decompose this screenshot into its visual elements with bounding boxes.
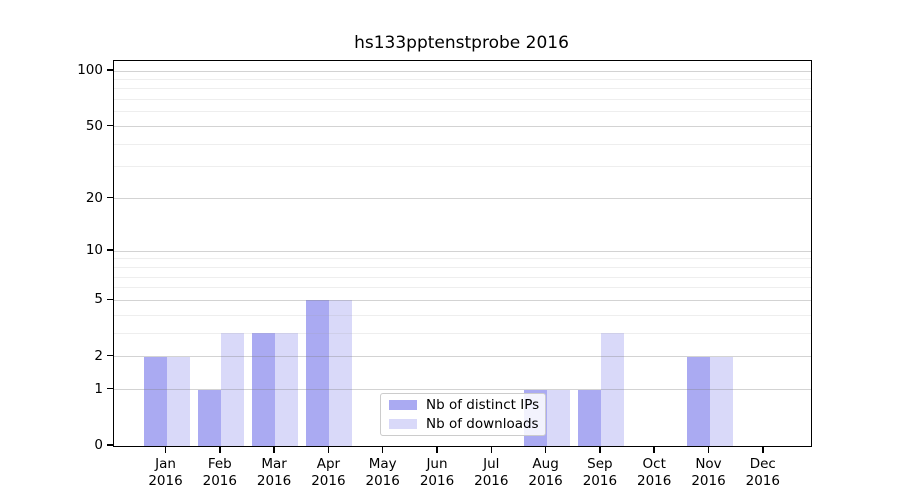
y-tick-label-50: 50: [85, 117, 103, 134]
y-tick-label-0: 0: [94, 437, 103, 453]
y-gridline-minor-80: [114, 88, 811, 90]
y-gridline-major-100: [114, 70, 811, 72]
y-gridline-minor-9: [114, 258, 811, 260]
bar-nov-distinct-ips: [686, 356, 710, 446]
x-tick-mark-jun: [436, 446, 438, 453]
x-tick-mark-feb: [219, 446, 221, 453]
y-gridline-minor-40: [114, 143, 811, 145]
bar-mar-distinct-ips: [252, 333, 276, 446]
x-tick-label-feb: Feb 2016: [202, 456, 237, 489]
x-tick-mark-aug: [544, 446, 547, 453]
y-gridline-major-5: [114, 299, 811, 301]
x-tick-label-dec: Dec 2016: [745, 456, 780, 489]
y-gridline-major-2: [114, 356, 811, 358]
y-gridline-major-10: [114, 250, 811, 252]
x-tick-mark-jul: [490, 446, 493, 453]
x-tick-mark-dec: [762, 446, 764, 453]
legend-item-distinct-ips: Nb of distinct IPs: [389, 397, 540, 413]
bar-apr-downloads: [329, 300, 353, 446]
x-tick-mark-oct: [653, 446, 655, 453]
y-gridline-minor-7: [114, 276, 811, 278]
bar-jan-distinct-ips: [143, 356, 167, 446]
x-tick-label-mar: Mar 2016: [256, 456, 292, 489]
y-gridline-minor-60: [114, 111, 811, 113]
y-gridline-major-20: [114, 198, 811, 200]
legend-item-downloads: Nb of downloads: [389, 416, 539, 432]
bar-feb-distinct-ips: [197, 389, 221, 446]
y-tick-label-2: 2: [94, 347, 103, 364]
x-tick-label-jan: Jan 2016: [148, 456, 183, 489]
y-tick-mark-10: [106, 249, 113, 251]
x-tick-mark-nov: [707, 446, 710, 453]
bar-nov-downloads: [709, 356, 733, 446]
x-tick-mark-apr: [327, 446, 330, 453]
x-tick-label-may: May 2016: [365, 456, 400, 489]
y-gridline-minor-70: [114, 99, 811, 101]
y-tick-mark-50: [106, 124, 113, 127]
y-tick-mark-1: [106, 387, 113, 390]
x-tick-label-aug: Aug 2016: [528, 456, 563, 489]
bar-aug-downloads: [546, 389, 570, 446]
y-tick-label-1: 1: [94, 380, 103, 397]
x-tick-label-jun: Jun 2016: [419, 456, 455, 489]
legend: Nb of distinct IPs Nb of downloads: [380, 393, 546, 436]
legend-label: Nb of distinct IPs: [426, 397, 540, 413]
bar-apr-distinct-ips: [306, 300, 330, 446]
legend-label: Nb of downloads: [426, 416, 539, 432]
x-tick-label-sep: Sep 2016: [582, 456, 618, 489]
y-tick-mark-20: [106, 196, 113, 199]
y-tick-label-100: 100: [77, 62, 103, 78]
y-gridline-major-50: [114, 126, 811, 128]
y-tick-mark-5: [106, 298, 113, 301]
y-tick-label-5: 5: [94, 291, 103, 308]
legend-swatch-downloads-icon: [389, 419, 417, 429]
bar-sep-distinct-ips: [577, 389, 601, 446]
x-tick-label-apr: Apr 2016: [311, 456, 346, 489]
bar-feb-downloads: [220, 333, 244, 446]
x-tick-label-jul: Jul 2016: [474, 456, 509, 489]
bar-sep-downloads: [600, 333, 624, 446]
y-tick-mark-2: [106, 354, 113, 357]
y-gridline-minor-8: [114, 266, 811, 268]
legend-swatch-distinct-ips-icon: [389, 400, 417, 410]
y-gridline-minor-30: [114, 166, 811, 168]
y-gridline-minor-90: [114, 78, 811, 80]
bar-mar-downloads: [275, 333, 299, 446]
y-gridline-minor-4: [114, 314, 811, 316]
x-tick-mark-jan: [164, 446, 167, 453]
y-tick-label-20: 20: [85, 189, 103, 206]
y-gridline-major-1: [114, 389, 811, 391]
plot-area: Nb of distinct IPs Nb of downloads: [113, 60, 812, 447]
x-tick-label-oct: Oct 2016: [637, 456, 672, 489]
chart-title: hs133pptenstprobe 2016: [354, 33, 569, 53]
x-tick-label-nov: Nov 2016: [691, 456, 726, 489]
bar-jan-downloads: [166, 356, 190, 446]
x-tick-mark-mar: [273, 446, 275, 453]
y-gridline-minor-3: [114, 332, 811, 334]
x-tick-mark-may: [381, 446, 384, 453]
y-tick-mark-0: [106, 444, 113, 446]
y-tick-label-10: 10: [85, 242, 103, 259]
y-tick-mark-100: [106, 69, 113, 71]
x-tick-mark-sep: [599, 446, 601, 453]
y-gridline-minor-6: [114, 287, 811, 289]
